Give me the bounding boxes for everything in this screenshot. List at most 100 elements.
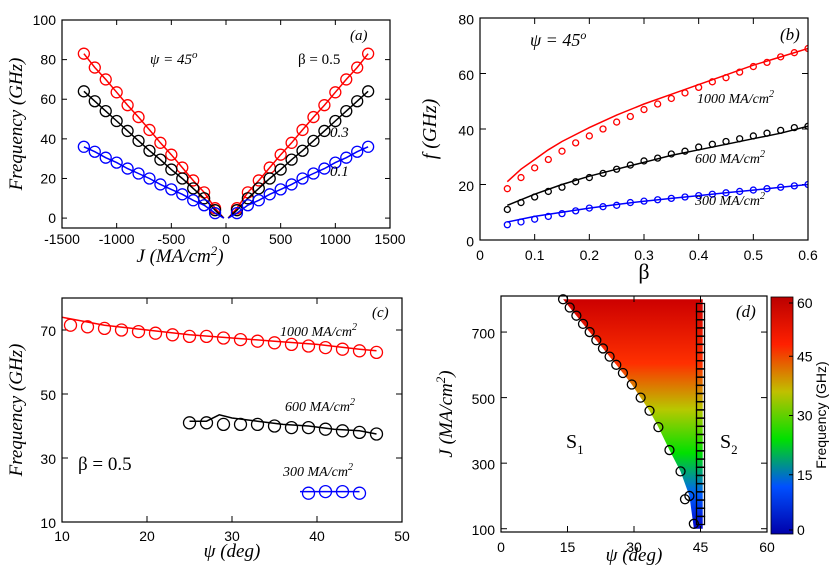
panel-a-fit-line-red <box>227 53 369 219</box>
panel-a-point-blue <box>230 206 244 220</box>
panel-a-point-blue <box>361 140 375 153</box>
panel-d-ytick-label: 300 <box>472 456 496 472</box>
panel-b-point-red <box>531 164 539 172</box>
panel-b-point-blue <box>613 201 621 209</box>
panel-c-point-red <box>318 340 333 355</box>
panel-b-point-black <box>667 150 675 158</box>
panel-c-label: (c) <box>372 305 389 321</box>
panel-c-xtick-label: 30 <box>224 528 240 544</box>
panel-a-point-blue <box>154 178 167 191</box>
panel-b-point-blue <box>695 191 703 200</box>
panel-d-ytick-label: 700 <box>472 325 496 341</box>
panel-c-ytick-label: 30 <box>40 451 56 467</box>
panel-b-point-red <box>667 94 675 103</box>
panel-b-point-red <box>695 83 703 92</box>
panel-d-boundary-circle <box>584 326 595 338</box>
panel-a-point-black <box>99 104 112 118</box>
panel-c-point-red <box>165 328 180 342</box>
panel-a-point-red <box>285 136 298 149</box>
panel-d-boundary-square <box>695 515 706 526</box>
panel-a-xtick-label: 1500 <box>374 231 405 247</box>
panel-b-point-black <box>640 157 648 165</box>
panel-c-point-black <box>182 416 197 430</box>
panel-d-heatmap <box>563 299 703 529</box>
panel-a-point-blue <box>132 167 145 180</box>
panel-c-point-red <box>369 345 384 360</box>
panel-d-label: (d) <box>736 302 756 321</box>
panel-a-xtick-label: 0 <box>222 231 230 247</box>
panel-c-point-black <box>318 422 333 436</box>
panel-a-gridticks <box>61 19 391 228</box>
panel-c-series <box>62 316 384 500</box>
panel-a-xtick-label: -500 <box>157 231 185 247</box>
panel-d-boundary-circle <box>635 392 646 403</box>
panel-b-point-blue <box>572 207 580 215</box>
panel-b-point-blue <box>626 198 634 207</box>
panel-a-point-blue <box>208 206 222 220</box>
panel-a-point-red <box>99 73 112 86</box>
panel-d-boundary-circle <box>688 518 699 529</box>
panel-d-boundary-circle <box>564 302 575 313</box>
panel-b-ytick-label: 20 <box>458 178 474 194</box>
panel-c-point-red <box>182 329 197 344</box>
panel-b-point-red <box>544 155 552 164</box>
panel-c-point-red <box>267 336 282 350</box>
panel-b-point-blue <box>599 203 607 211</box>
panel-a-point-blue <box>329 156 342 169</box>
panel-a-point-black <box>132 134 145 147</box>
colorbar-ticks: 0 15 30 45 60 <box>789 295 813 538</box>
panel-c-point-red <box>63 318 78 332</box>
panel-b-point-red <box>585 132 593 140</box>
panel-c-xtick-label: 50 <box>394 528 410 544</box>
panel-b-ytick-label: 80 <box>458 11 474 27</box>
panel-c-ticklabels: 10 20 30 40 50 10 30 50 70 <box>40 323 410 544</box>
panel-a-point-black <box>307 134 320 147</box>
panel-b-point-red <box>777 53 785 61</box>
panel-c-point-red <box>80 320 95 334</box>
panel-a-point-blue <box>307 167 320 180</box>
panel-b-label: (b) <box>780 25 800 44</box>
panel-b-point-red <box>736 68 744 76</box>
panel-d-boundary-circle <box>679 494 691 505</box>
panel-c-point-red <box>148 326 163 340</box>
panel-c-point-red <box>301 339 316 353</box>
panel-b-point-black <box>626 161 634 169</box>
panel-a-point-red <box>307 110 320 124</box>
panel-b-point-black <box>585 173 593 182</box>
panel-a-point-blue <box>121 162 134 175</box>
panel-c-ylabel: Frequency (GHz) <box>6 344 27 478</box>
panel-d-boundary-circle <box>617 367 629 379</box>
panel-a-point-black <box>329 114 342 128</box>
panel-a-point-black <box>274 163 287 176</box>
panel-b-point-black <box>531 193 539 201</box>
panel-b-point-black <box>736 135 744 143</box>
panel-a-series <box>77 47 375 220</box>
panel-b-point-blue <box>708 190 716 198</box>
panel-b-point-red <box>517 173 525 182</box>
panel-a-point-blue <box>340 151 353 164</box>
panel-a-point-red <box>318 99 331 112</box>
panel-c-point-red <box>114 323 129 337</box>
panel-c-point-red <box>352 344 367 358</box>
panel-a-fit-line-red <box>83 53 225 219</box>
panel-b-point-black <box>599 169 607 178</box>
panel-a-point-black <box>187 182 200 195</box>
panel-a-fit-line-black <box>83 90 225 219</box>
panel-a-ytick-label: 100 <box>33 12 57 28</box>
panel-c-point-black <box>216 417 231 432</box>
panel-a-point-blue <box>274 183 287 196</box>
panel-c-point-black <box>352 425 367 440</box>
panel-c-xtick-label: 10 <box>54 528 70 544</box>
panel-d-boundary-circle <box>597 343 609 354</box>
panel-b-point-blue <box>667 194 675 203</box>
panel-b-point-black <box>708 140 716 148</box>
panel-a-point-black <box>285 153 298 166</box>
panel-b-point-black <box>654 154 662 162</box>
panel-a-point-red <box>340 73 353 86</box>
panel-c-point-red <box>284 337 299 352</box>
panel-a-point-black <box>208 204 222 217</box>
panel-c-ytick-label: 50 <box>40 387 56 403</box>
panel-b-point-red <box>654 100 662 108</box>
panel-c-point-red <box>97 321 112 336</box>
panel-a-point-black <box>361 85 375 98</box>
